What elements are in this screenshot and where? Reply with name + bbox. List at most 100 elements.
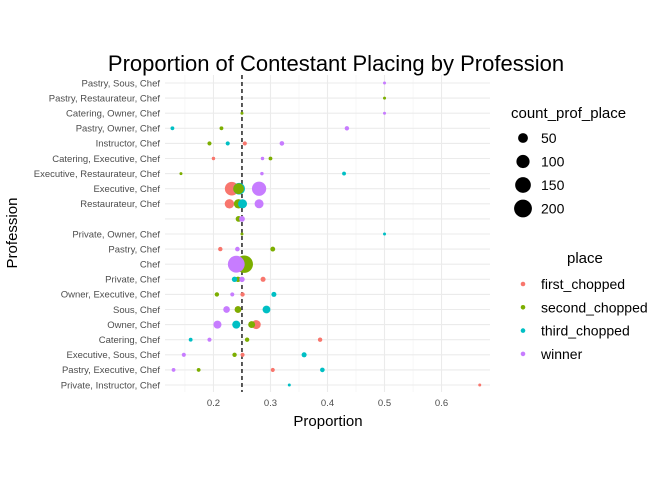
point-third_chopped xyxy=(342,171,346,176)
point-first_chopped xyxy=(317,337,323,342)
color-legend-key xyxy=(520,281,526,287)
y-tick-label: Owner, Executive, Chef xyxy=(61,290,161,301)
point-first_chopped xyxy=(224,199,235,209)
point-third_chopped xyxy=(301,352,307,358)
y-tick-label: Private, Chef xyxy=(105,275,160,286)
y-tick-label: Pastry, Chef xyxy=(108,244,160,255)
point-second_chopped xyxy=(383,96,387,100)
point-second_chopped xyxy=(240,111,244,115)
size-legend-key xyxy=(514,199,532,218)
point-second_chopped xyxy=(244,337,250,342)
color-legend-label: first_chopped xyxy=(541,276,625,292)
color-legend-title: place xyxy=(567,250,603,267)
point-winner xyxy=(181,352,186,357)
point-third_chopped xyxy=(170,126,175,131)
color-legend-label: third_chopped xyxy=(541,323,630,339)
point-second_chopped xyxy=(214,292,220,297)
point-first_chopped xyxy=(260,276,266,282)
y-tick-label: Executive, Chef xyxy=(93,184,160,195)
grid-lines xyxy=(165,75,490,392)
point-first_chopped xyxy=(478,383,482,387)
point-third_chopped xyxy=(238,199,248,209)
y-tick-label: Private, Instructor, Chef xyxy=(61,380,161,391)
y-tick-label: Restaurateur, Chef xyxy=(80,199,160,210)
point-second_chopped xyxy=(268,156,273,161)
x-tick-label: 0.5 xyxy=(378,398,391,409)
point-first_chopped xyxy=(242,141,247,146)
size-legend-key xyxy=(515,177,531,193)
point-third_chopped xyxy=(383,232,387,236)
point-winner xyxy=(383,81,387,85)
point-winner xyxy=(279,141,285,146)
point-first_chopped xyxy=(270,367,275,372)
y-axis-title: Profession xyxy=(4,198,21,269)
y-tick-label: Private, Owner, Chef xyxy=(72,229,160,240)
point-third_chopped xyxy=(320,367,325,373)
point-winner xyxy=(254,199,264,209)
y-tick-label: Pastry, Restaurateur, Chef xyxy=(49,93,161,104)
color-legend-key xyxy=(520,351,526,357)
size-legend-key xyxy=(516,154,530,169)
point-second_chopped xyxy=(270,246,276,252)
point-winner xyxy=(213,320,222,329)
y-tick-label: Pastry, Sous, Chef xyxy=(82,78,161,89)
size-legend-key xyxy=(518,133,528,143)
point-third_chopped xyxy=(271,291,277,297)
point-third_chopped xyxy=(262,305,271,314)
point-winner xyxy=(230,292,235,297)
point-winner xyxy=(344,126,350,131)
point-second_chopped xyxy=(248,321,256,329)
point-second_chopped xyxy=(179,172,183,176)
point-winner xyxy=(383,111,387,115)
point-winner xyxy=(235,246,240,252)
size-legend-label: 50 xyxy=(541,130,557,146)
x-axis-title: Proportion xyxy=(293,413,362,430)
point-third_chopped xyxy=(188,337,193,342)
point-winner xyxy=(260,156,265,161)
point-second_chopped xyxy=(207,141,212,146)
y-tick-label: Executive, Sous, Chef xyxy=(67,350,161,361)
point-second_chopped xyxy=(232,352,237,357)
size-legend-title: count_prof_place xyxy=(511,105,626,122)
x-tick-label: 0.4 xyxy=(321,398,334,409)
point-second_chopped xyxy=(196,367,201,372)
point-third_chopped xyxy=(232,320,241,329)
point-winner xyxy=(251,181,267,196)
color-legend: place first_chopped second_chopped third_c… xyxy=(520,250,648,362)
x-tick-label: 0.2 xyxy=(207,398,220,409)
x-tick-labels: 0.2 0.3 0.4 0.5 0.6 xyxy=(207,398,448,409)
size-legend: count_prof_place 50 100 150 200 xyxy=(511,105,626,218)
point-winner xyxy=(207,337,212,342)
point-first_chopped xyxy=(218,246,223,252)
color-legend-key xyxy=(520,328,526,333)
point-first_chopped xyxy=(211,156,216,161)
y-tick-label: Owner, Chef xyxy=(107,320,160,331)
point-third_chopped xyxy=(231,276,238,283)
point-winner xyxy=(260,171,264,176)
y-tick-label: Catering, Owner, Chef xyxy=(66,109,160,120)
point-first_chopped xyxy=(240,292,245,297)
y-tick-label: Pastry, Owner, Chef xyxy=(76,124,161,135)
x-tick-label: 0.6 xyxy=(435,398,448,409)
point-winner xyxy=(171,367,176,372)
point-second_chopped xyxy=(233,183,244,195)
point-winner xyxy=(227,255,245,273)
chart-title: Proportion of Contestant Placing by Prof… xyxy=(108,51,564,76)
point-second_chopped xyxy=(219,126,224,131)
data-points xyxy=(170,81,482,387)
size-legend-label: 150 xyxy=(541,177,565,193)
color-legend-label: winner xyxy=(540,346,583,362)
color-legend-key xyxy=(520,305,526,310)
point-third_chopped xyxy=(225,141,230,146)
y-tick-label: Pastry, Executive, Chef xyxy=(62,365,160,376)
y-tick-label: Catering, Executive, Chef xyxy=(52,154,160,165)
point-second_chopped xyxy=(234,306,242,313)
point-first_chopped xyxy=(240,352,245,357)
point-second_chopped xyxy=(240,232,244,236)
color-legend-label: second_chopped xyxy=(541,299,648,315)
y-tick-label: Instructor, Chef xyxy=(96,139,161,150)
point-third_chopped xyxy=(287,383,291,387)
y-tick-label: Catering, Chef xyxy=(99,335,161,346)
